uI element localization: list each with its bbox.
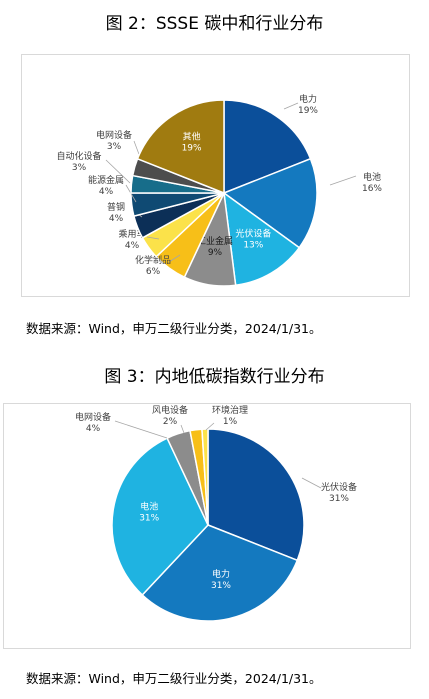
slice-label-1-1: 电池: [363, 171, 381, 183]
leader-line-2-5: [205, 422, 215, 431]
leader-line-2-3: [114, 420, 168, 439]
pie-slice-1-1: [222, 157, 318, 249]
figure-1-source: 数据来源：Wind，申万二级行业分类，2024/1/31。: [26, 321, 322, 336]
slice-label-1-0: 电力: [299, 93, 317, 105]
leader-line-1-8: [105, 159, 131, 184]
leader-line-1-0: [283, 102, 299, 110]
slice-label-1-4: 化学制品: [135, 254, 171, 266]
slice-percent-1-1: 16%: [362, 184, 382, 194]
slice-label-1-7: 能源金属: [88, 174, 124, 186]
slice-percent-1-6: 4%: [109, 214, 124, 224]
slice-percent-1-9: 3%: [107, 142, 122, 152]
slice-label-2-4: 风电设备: [152, 404, 188, 416]
slice-percent-1-7: 4%: [99, 187, 114, 197]
leader-line-1-5: [146, 236, 160, 240]
slice-percent-1-4: 6%: [146, 267, 161, 277]
slice-percent-2-4: 2%: [163, 417, 178, 427]
slice-label-1-3: 工业金属: [197, 235, 233, 247]
slice-label-1-2: 光伏设备: [235, 228, 271, 240]
leader-line-2-4: [180, 424, 185, 434]
slice-percent-2-3: 4%: [86, 424, 101, 434]
slice-percent-2-2: 31%: [139, 514, 159, 524]
slice-percent-1-2: 13%: [243, 241, 263, 251]
pie-slice-2-1: [141, 524, 299, 622]
slice-percent-1-10: 19%: [182, 143, 202, 153]
figure-2-title: 图 3：内地低碳指数行业分布: [104, 367, 325, 387]
leader-line-2-0: [301, 477, 322, 489]
pie-slice-1-2: [223, 191, 301, 287]
pie-slice-2-2: [111, 437, 209, 597]
slice-label-1-6: 普钢: [107, 201, 125, 213]
leader-line-1-4: [168, 254, 181, 263]
figure-1-title: 图 2：SSSE 碳中和行业分布: [105, 14, 324, 34]
leader-line-1-1: [329, 175, 357, 186]
chart-2-frame: 光伏设备 31% 电力 31% 电池 31% 电网设备 4% 风电设备 2% 环境治理 1%: [3, 403, 411, 649]
chart-1-frame: 电力 19% 电池 16% 光伏设备 13% 工业金属 9% 化学制品 6% 乘用车 4% 普钢 4% 能源…: [21, 54, 410, 297]
slice-percent-1-8: 3%: [72, 163, 87, 173]
slice-percent-1-3: 9%: [208, 248, 223, 258]
slice-percent-1-0: 19%: [298, 106, 318, 116]
slice-label-1-9: 电网设备: [96, 129, 132, 141]
slice-label-1-10: 其他: [183, 130, 201, 142]
slice-label-1-8: 自动化设备: [56, 150, 101, 162]
slice-label-2-3: 电网设备: [75, 411, 111, 423]
slice-label-2-2: 电池: [140, 501, 158, 513]
slice-label-2-5: 环境治理: [212, 404, 248, 416]
pie-slice-2-0: [207, 428, 305, 562]
slice-percent-2-1: 31%: [211, 581, 231, 591]
pie-slice-1-0: [223, 99, 312, 195]
figure-2-source: 数据来源：Wind，申万二级行业分类，2024/1/31。: [26, 671, 322, 686]
pie-chart-1: 电力19%电池16%光伏设备13%工业金属9%化学制品6%乘用车4%普钢4%能源…: [56, 93, 382, 287]
slice-percent-2-5: 1%: [223, 417, 238, 427]
slice-percent-2-0: 31%: [329, 494, 349, 504]
slice-label-2-1: 电力: [212, 568, 230, 580]
pie-slice-1-10: [136, 99, 225, 195]
slice-percent-1-5: 4%: [125, 241, 140, 251]
pie-slice-2-5: [201, 428, 209, 526]
slice-label-2-0: 光伏设备: [321, 481, 357, 493]
